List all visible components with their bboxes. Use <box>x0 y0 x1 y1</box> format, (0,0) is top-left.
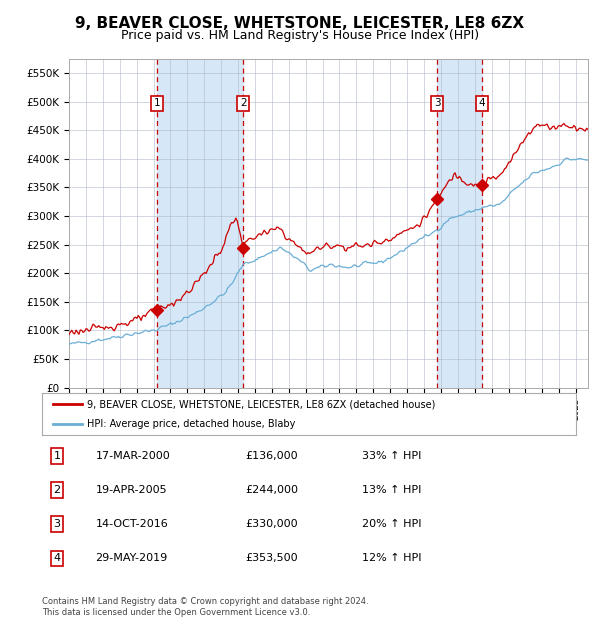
Text: 1: 1 <box>53 451 61 461</box>
Text: 2: 2 <box>240 98 247 108</box>
Text: 3: 3 <box>434 98 440 108</box>
Text: 1: 1 <box>154 98 160 108</box>
Text: £353,500: £353,500 <box>245 553 298 564</box>
Text: £136,000: £136,000 <box>245 451 298 461</box>
Text: 4: 4 <box>53 553 61 564</box>
Text: HPI: Average price, detached house, Blaby: HPI: Average price, detached house, Blab… <box>88 419 296 429</box>
Bar <box>437 59 482 388</box>
Text: 33% ↑ HPI: 33% ↑ HPI <box>362 451 422 461</box>
Text: 9, BEAVER CLOSE, WHETSTONE, LEICESTER, LE8 6ZX (detached house): 9, BEAVER CLOSE, WHETSTONE, LEICESTER, L… <box>88 399 436 409</box>
Bar <box>157 59 243 388</box>
Text: Contains HM Land Registry data © Crown copyright and database right 2024.
This d: Contains HM Land Registry data © Crown c… <box>42 598 368 617</box>
Text: 13% ↑ HPI: 13% ↑ HPI <box>362 485 422 495</box>
Text: 19-APR-2005: 19-APR-2005 <box>95 485 167 495</box>
Text: 4: 4 <box>478 98 485 108</box>
Text: 17-MAR-2000: 17-MAR-2000 <box>95 451 170 461</box>
Text: 20% ↑ HPI: 20% ↑ HPI <box>362 519 422 529</box>
Text: 9, BEAVER CLOSE, WHETSTONE, LEICESTER, LE8 6ZX: 9, BEAVER CLOSE, WHETSTONE, LEICESTER, L… <box>76 16 524 30</box>
Text: 14-OCT-2016: 14-OCT-2016 <box>95 519 168 529</box>
Text: 2: 2 <box>53 485 61 495</box>
Text: Price paid vs. HM Land Registry's House Price Index (HPI): Price paid vs. HM Land Registry's House … <box>121 29 479 42</box>
Text: 29-MAY-2019: 29-MAY-2019 <box>95 553 167 564</box>
Text: 12% ↑ HPI: 12% ↑ HPI <box>362 553 422 564</box>
Text: £330,000: £330,000 <box>245 519 298 529</box>
Text: 3: 3 <box>53 519 61 529</box>
Text: £244,000: £244,000 <box>245 485 298 495</box>
